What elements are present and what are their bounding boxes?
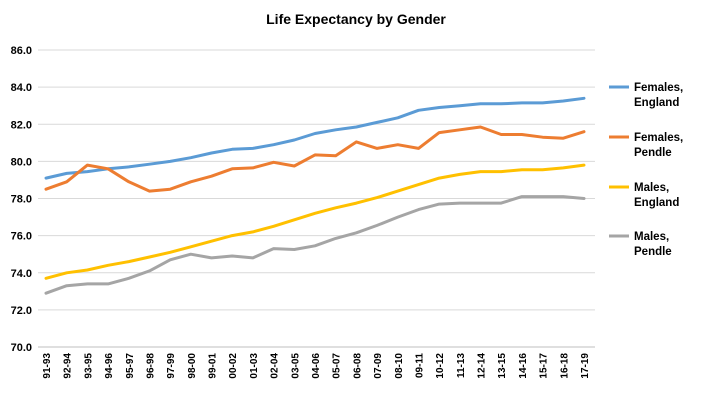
x-tick-label: 96-98	[145, 353, 156, 379]
x-tick-label: 14-16	[518, 353, 529, 379]
x-tick-label: 10-12	[435, 353, 446, 379]
x-tick-label: 06-08	[352, 353, 363, 379]
x-tick-label: 03-05	[290, 353, 301, 379]
x-tick-label: 95-97	[125, 353, 136, 379]
x-tick-label: 05-07	[332, 353, 343, 379]
y-tick-label: 74.0	[11, 268, 32, 280]
legend-label: Males, England	[634, 182, 679, 209]
x-tick-label: 16-18	[559, 353, 570, 379]
x-tick-label: 09-11	[414, 353, 425, 378]
chart-title: Life Expectancy by Gender	[266, 11, 446, 27]
series-line-females-pendle	[44, 125, 586, 193]
series-line-males-england	[44, 163, 586, 280]
x-tick-label: 15-17	[539, 353, 550, 379]
x-tick-label: 11-13	[456, 353, 467, 378]
y-tick-label: 70.0	[11, 342, 32, 354]
series-lines	[44, 96, 586, 295]
y-tick-label: 76.0	[11, 231, 32, 243]
y-tick-label: 78.0	[11, 194, 32, 206]
y-axis-ticks: 70.0 72.0 74.0 76.0 78.0 80.0 82.0 84.0 86.0	[11, 45, 32, 354]
x-tick-label: 94-96	[104, 353, 115, 379]
x-tick-label: 97-99	[166, 353, 177, 379]
legend-label: Males, Pendle	[634, 231, 672, 258]
x-tick-label: 04-06	[311, 353, 322, 379]
legend-label: Females, England	[634, 82, 683, 109]
x-axis-ticks: 91-93 92-94 93-95 94-96 95-97 96-98 97-99 98-00…	[42, 353, 591, 379]
gridlines	[38, 49, 595, 348]
y-tick-label: 72.0	[11, 305, 32, 317]
x-tick-label: 91-93	[42, 353, 53, 379]
x-tick-label: 17-19	[580, 353, 591, 379]
y-tick-label: 82.0	[11, 119, 32, 131]
series-line-males-pendle	[44, 195, 586, 295]
legend: Females, England Females, Pendle Males, Engla…	[609, 82, 683, 258]
x-tick-label: 13-15	[497, 353, 508, 379]
series-line-females-england	[44, 96, 586, 180]
x-tick-label: 07-09	[373, 353, 384, 379]
y-tick-label: 84.0	[11, 82, 32, 94]
x-tick-label: 02-04	[270, 353, 281, 379]
y-tick-label: 80.0	[11, 156, 32, 168]
x-tick-label: 98-00	[187, 353, 198, 379]
x-tick-label: 08-10	[394, 353, 405, 379]
x-tick-label: 92-94	[63, 353, 74, 379]
x-tick-label: 00-02	[228, 353, 239, 379]
legend-label: Females, Pendle	[634, 132, 683, 159]
x-tick-label: 01-03	[249, 353, 260, 379]
y-tick-label: 86.0	[11, 45, 32, 57]
x-tick-label: 99-01	[208, 353, 219, 379]
x-tick-label: 12-14	[477, 353, 488, 379]
x-tick-label: 93-95	[83, 353, 94, 379]
